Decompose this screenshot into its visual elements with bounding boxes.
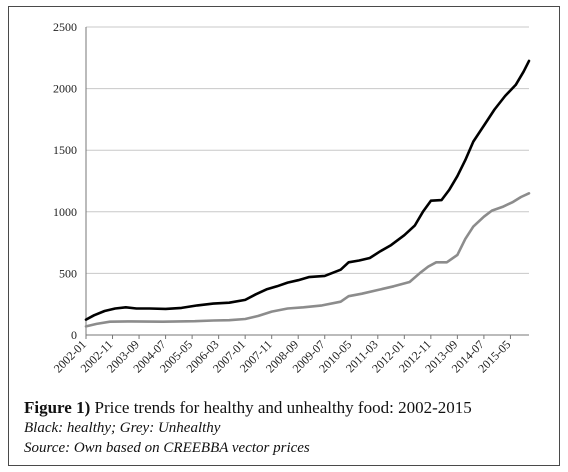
series-line-unhealthy — [84, 192, 531, 328]
caption-legend-text: Black: healthy; Grey: Unhealthy — [24, 420, 221, 436]
y-tick-label: 500 — [59, 266, 77, 280]
y-tick-label: 2000 — [53, 82, 77, 96]
figure-label: Figure 1) — [24, 398, 91, 417]
y-tick-label: 1500 — [53, 143, 77, 157]
caption-source: Source: Own based on CREEBBA vector pric… — [24, 440, 310, 456]
series-line-healthy — [84, 59, 531, 321]
caption-title-line: Figure 1) Price trends for healthy and u… — [24, 398, 554, 418]
y-tick-label: 2500 — [53, 20, 77, 34]
figure-panel: 0 500 1000 1500 2000 2500 2002-01 2002-11 2003-0… — [8, 6, 560, 466]
series-layer — [84, 59, 531, 328]
axis-layer — [85, 27, 529, 339]
y-tick-label: 1000 — [53, 205, 77, 219]
price-trend-chart: 050010001500200025002002-012002-112003-0… — [51, 20, 531, 376]
figure-caption: Figure 1) Price trends for healthy and u… — [24, 398, 554, 458]
y-tick-label: 0 — [71, 328, 77, 342]
grid-layer — [86, 26, 529, 274]
figure-title: Price trends for healthy and unhealthy f… — [94, 398, 472, 417]
